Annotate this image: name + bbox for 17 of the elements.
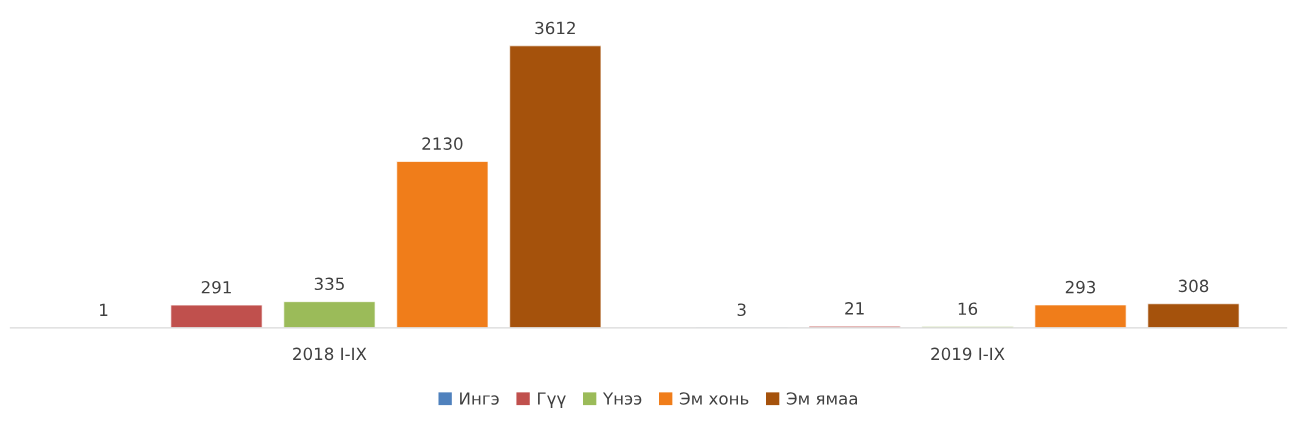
data-label: 16 bbox=[958, 302, 978, 316]
data-label: 1 bbox=[100, 303, 108, 316]
data-label: 3612 bbox=[535, 21, 575, 35]
data-label: 2130 bbox=[422, 137, 463, 150]
legend-label: Гүү bbox=[538, 392, 566, 408]
legend-label: Эм ямаа bbox=[786, 392, 857, 405]
legend-label: Эм хонь bbox=[679, 392, 749, 405]
x-tick-label: 2019 I-IX bbox=[931, 347, 1005, 361]
data-label: 335 bbox=[314, 277, 344, 291]
data-label: 291 bbox=[201, 280, 231, 294]
legend-label: Ингэ bbox=[460, 392, 499, 405]
legend-label: Үнээ bbox=[602, 392, 642, 405]
data-label: 21 bbox=[845, 302, 864, 315]
data-label: 308 bbox=[1178, 279, 1209, 293]
x-tick-label: 2018 I-IX bbox=[293, 347, 367, 361]
data-label: 3 bbox=[737, 303, 746, 317]
data-label: 293 bbox=[1065, 280, 1096, 294]
